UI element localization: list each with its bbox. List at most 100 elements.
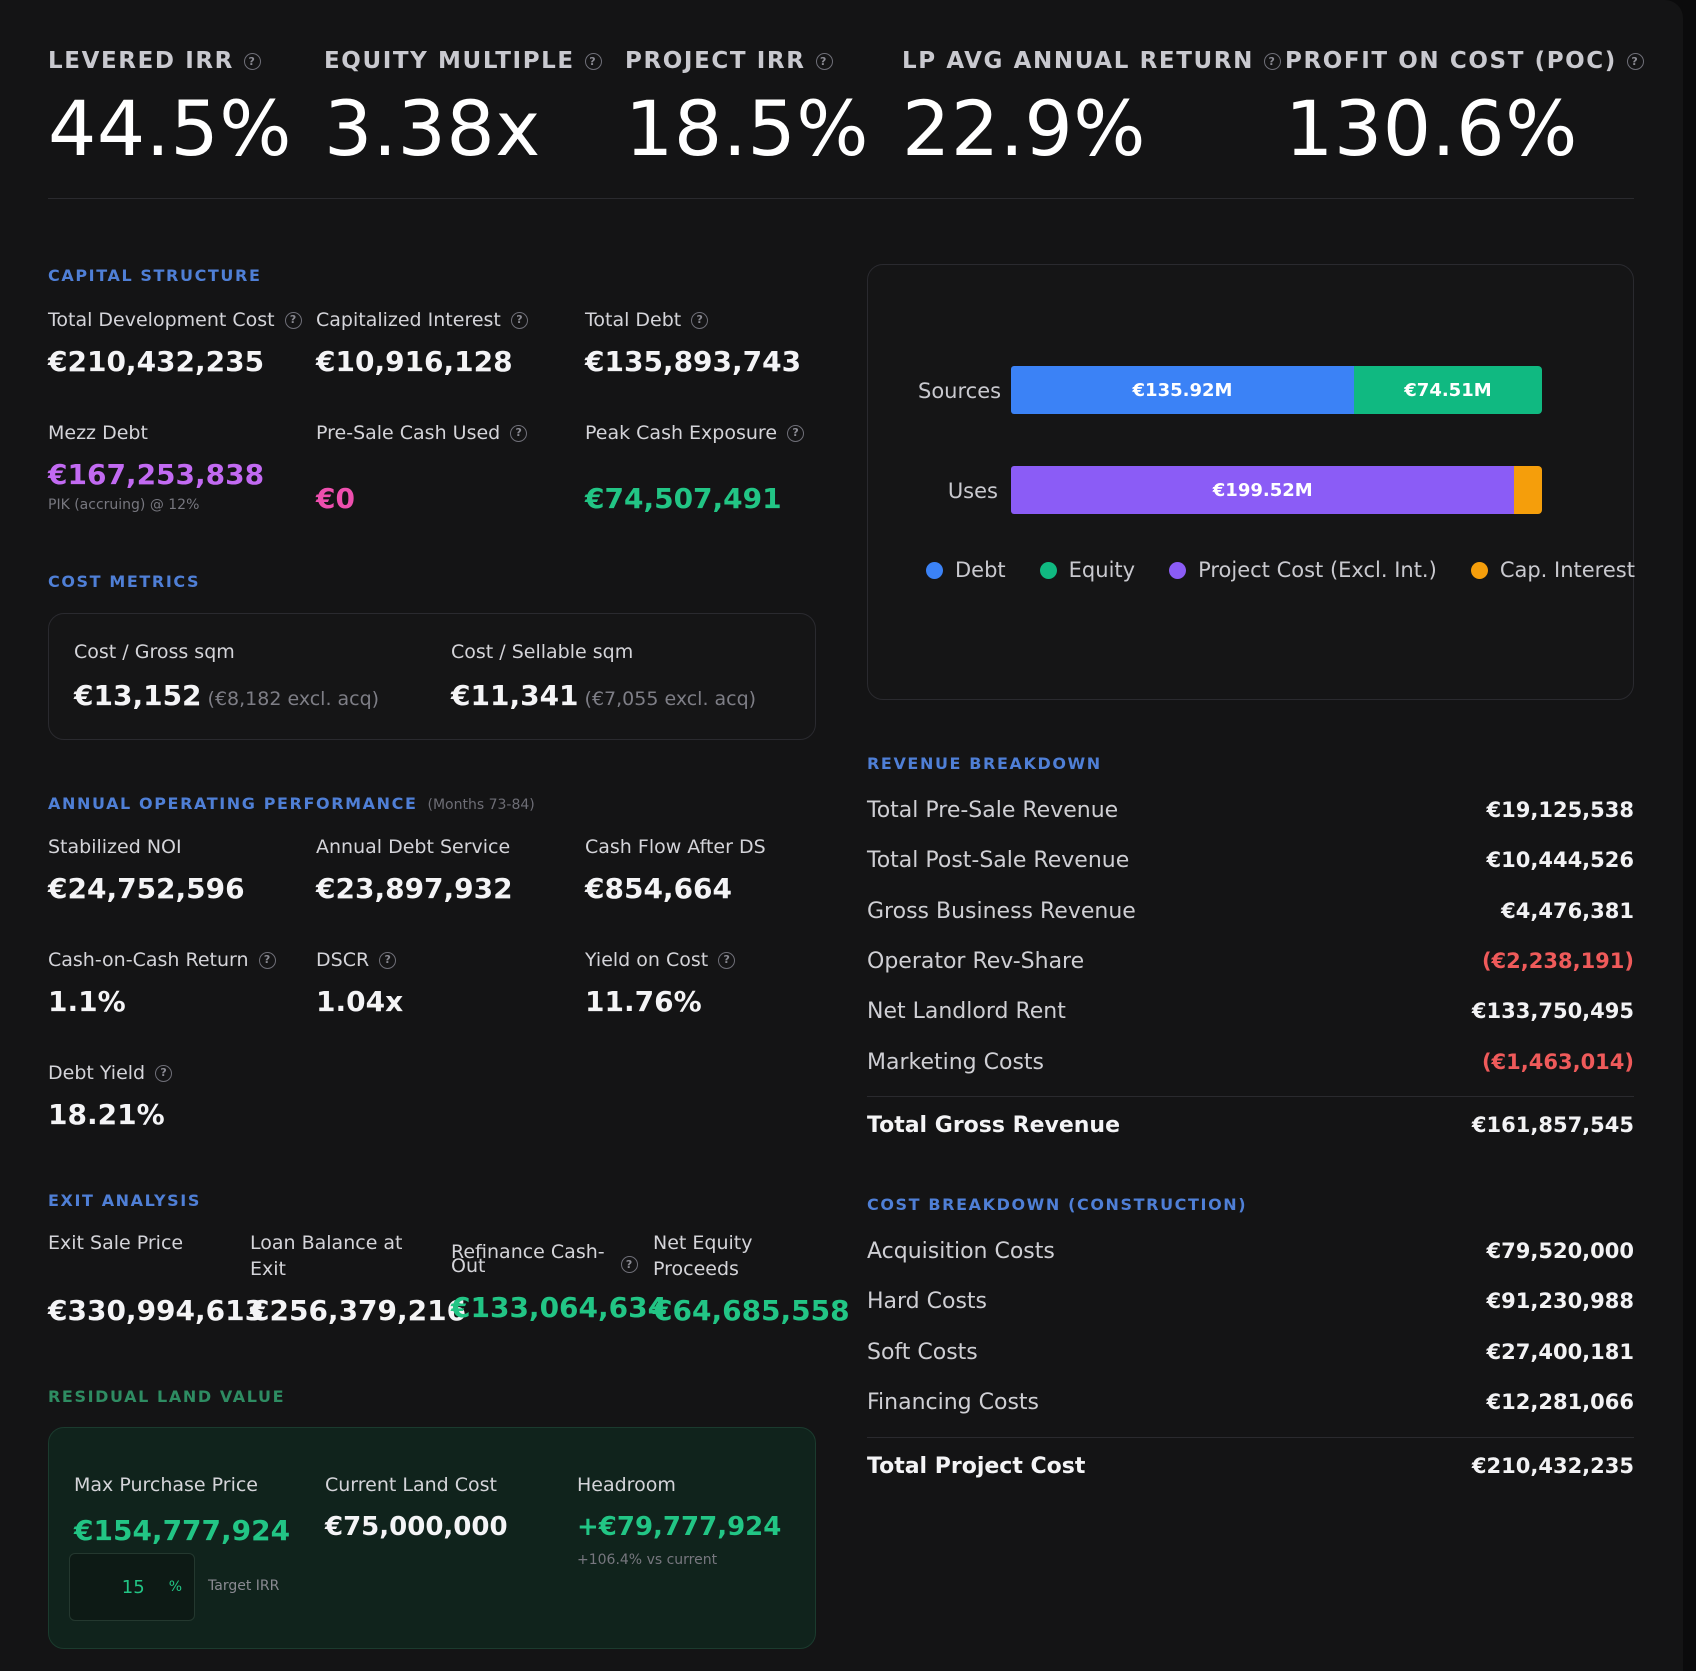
metric-label-line2: Exit <box>250 1258 286 1280</box>
metric-value: €75,000,000 <box>325 1512 508 1542</box>
legend-item-project-cost: Project Cost (Excl. Int.) <box>1169 558 1437 582</box>
section-title-annual-operating: ANNUAL OPERATING PERFORMANCE (Months 73-8… <box>48 794 535 813</box>
metric-value: €210,432,235 <box>48 345 265 378</box>
metric-capitalized-interest: Capitalized Interest? €10,916,128 <box>316 307 528 378</box>
metric-label: Cash Flow After DS <box>585 836 766 858</box>
kpi-value: 22.9% <box>902 84 1146 173</box>
metric-yield-on-cost: Yield on Cost? 11.76% <box>585 947 736 1018</box>
section-title-cost-metrics: COST METRICS <box>48 572 201 591</box>
cost-metrics-card: Cost / Gross sqm €13,152 (€8,182 excl. ac… <box>48 613 816 740</box>
metric-value: €64,685,558 <box>653 1294 850 1327</box>
legend-label: Project Cost (Excl. Int.) <box>1198 558 1437 582</box>
metric-value: €330,994,613 <box>48 1294 265 1327</box>
help-icon[interactable]: ? <box>1263 52 1281 70</box>
metric-cost-sellable-sqm: Cost / Sellable sqm €11,341 (€7,055 excl.… <box>451 639 756 712</box>
legend-dot-equity <box>1039 561 1057 579</box>
bar-equity-sources[interactable]: €74.51M <box>1353 366 1542 414</box>
help-icon[interactable]: ? <box>258 951 276 969</box>
help-icon[interactable]: ? <box>510 424 528 442</box>
metric-value: €135,893,743 <box>585 345 802 378</box>
metric-mezz-debt: Mezz Debt €167,253,838 PIK (accruing) @ … <box>48 420 264 513</box>
kpi-project-irr: PROJECT IRR? 18.5% <box>625 48 869 173</box>
cost-row: Acquisition Costs €79,520,000 <box>867 1239 1634 1264</box>
metric-value: €154,777,924 <box>74 1514 291 1547</box>
cost-row: Soft Costs €27,400,181 <box>867 1340 1634 1365</box>
metric-value: +€79,777,924 <box>577 1512 782 1542</box>
metric-label: Stabilized NOI <box>48 836 182 858</box>
revenue-row: Total Post-Sale Revenue €10,444,526 <box>867 848 1634 873</box>
metric-value: €24,752,596 <box>48 872 245 905</box>
section-title-residual-land-value: RESIDUAL LAND VALUE <box>48 1387 286 1406</box>
metric-cost-gross-sqm: Cost / Gross sqm €13,152 (€8,182 excl. ac… <box>74 639 379 712</box>
revenue-row: Total Pre-Sale Revenue €19,125,538 <box>867 798 1634 823</box>
legend-label: Equity <box>1068 558 1136 582</box>
kpi-label: LP AVG ANNUAL RETURN <box>902 48 1254 74</box>
metric-excl-acq: (€8,182 excl. acq) <box>207 688 380 710</box>
row-value: €161,857,545 <box>1471 1113 1634 1137</box>
metric-value: €0 <box>316 482 355 515</box>
metric-label: Cost / Sellable sqm <box>451 641 634 663</box>
metric-annual-debt-service: Annual Debt Service €23,897,932 <box>316 834 513 905</box>
metric-cash-flow-after-ds: Cash Flow After DS €854,664 <box>585 834 766 905</box>
metric-label: Yield on Cost <box>585 949 709 971</box>
help-icon[interactable]: ? <box>379 951 397 969</box>
section-title-revenue-breakdown: REVENUE BREAKDOWN <box>867 754 1102 773</box>
chart-legend: Debt Equity Project Cost (Excl. Int.) Ca… <box>926 558 1635 582</box>
kpi-value: 44.5% <box>48 84 292 173</box>
metric-label: Exit Sale Price <box>48 1232 184 1254</box>
help-icon[interactable]: ? <box>787 424 805 442</box>
target-irr-input[interactable]: 15 % <box>69 1553 195 1621</box>
metric-label: Total Development Cost <box>48 309 275 331</box>
row-label: Total Gross Revenue <box>867 1113 1120 1138</box>
metric-value: €23,897,932 <box>316 872 513 905</box>
metric-value: €13,152 <box>74 679 202 712</box>
metric-label: DSCR <box>316 949 370 971</box>
metric-max-purchase-price: Max Purchase Price €154,777,924 <box>74 1472 290 1547</box>
bar-cap-interest-uses[interactable] <box>1514 466 1542 514</box>
metric-debt-yield: Debt Yield? 18.21% <box>48 1060 173 1131</box>
metric-label: Current Land Cost <box>325 1474 498 1496</box>
help-icon[interactable]: ? <box>584 52 602 70</box>
metric-peak-cash-exposure: Peak Cash Exposure? €74,507,491 <box>585 420 805 515</box>
help-icon[interactable]: ? <box>510 311 528 329</box>
kpi-profit-on-cost: PROFIT ON COST (POC)? 130.6% <box>1285 48 1644 173</box>
help-icon[interactable]: ? <box>1626 52 1644 70</box>
help-icon[interactable]: ? <box>155 1064 173 1082</box>
row-label: Marketing Costs <box>867 1049 1045 1075</box>
legend-dot-cap-interest <box>1470 561 1488 579</box>
section-title-capital-structure: CAPITAL STRUCTURE <box>48 266 262 285</box>
kpi-divider <box>48 198 1634 199</box>
target-irr-label: Target IRR <box>208 1578 280 1594</box>
metric-label: Annual Debt Service <box>316 836 511 858</box>
legend-item-debt: Debt <box>926 558 1006 582</box>
metric-net-equity-proceeds: Net Equity Proceeds €64,685,558 <box>653 1230 850 1327</box>
row-label: Operator Rev-Share <box>867 948 1085 974</box>
bar-project-cost-excl-int-uses[interactable]: €199.52M <box>1011 466 1515 514</box>
target-irr-value[interactable]: 15 <box>121 1576 145 1598</box>
legend-item-cap-interest: Cap. Interest <box>1470 558 1635 582</box>
metric-label: Pre-Sale Cash Used <box>316 422 501 444</box>
help-icon[interactable]: ? <box>284 311 302 329</box>
row-label: Total Project Cost <box>867 1454 1086 1479</box>
metric-value: €10,916,128 <box>316 345 513 378</box>
metric-label: Loan Balance at <box>250 1232 403 1254</box>
metric-loan-balance-at-exit: Loan Balance at Exit €256,379,216 <box>250 1230 466 1327</box>
row-value: €210,432,235 <box>1471 1454 1634 1478</box>
metric-stabilized-noi: Stabilized NOI €24,752,596 <box>48 834 245 905</box>
help-icon[interactable]: ? <box>691 311 709 329</box>
metric-label-line2: Proceeds <box>653 1258 739 1280</box>
row-label: Financing Costs <box>867 1389 1040 1415</box>
metric-note: PIK (accruing) @ 12% <box>48 497 200 513</box>
metric-excl-acq: (€7,055 excl. acq) <box>584 688 757 710</box>
kpi-label: LEVERED IRR <box>48 48 234 74</box>
help-icon[interactable]: ? <box>815 52 833 70</box>
metric-label: Refinance Cash- <box>451 1240 605 1263</box>
help-icon[interactable]: ? <box>243 52 261 70</box>
help-icon[interactable]: ? <box>620 1256 638 1273</box>
target-irr-unit: % <box>168 1579 182 1595</box>
section-subtitle: (Months 73-84) <box>427 797 535 813</box>
bar-debt-sources[interactable]: €135.92M <box>1011 366 1354 414</box>
help-icon[interactable]: ? <box>718 951 736 969</box>
cost-row: Financing Costs €12,281,066 <box>867 1390 1634 1415</box>
